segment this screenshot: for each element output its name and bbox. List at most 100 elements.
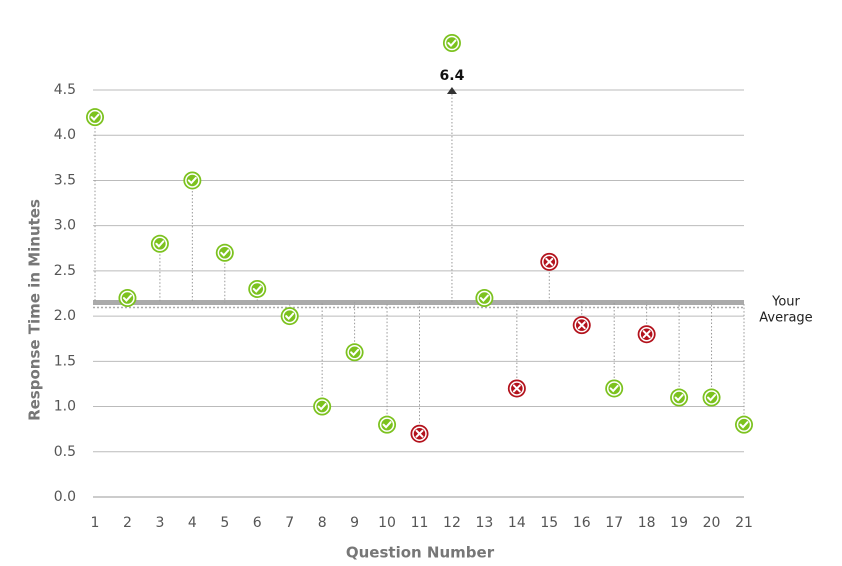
check-icon <box>707 394 717 402</box>
cross-icon <box>545 257 554 266</box>
x-tick-label: 4 <box>188 515 197 531</box>
marker-ring <box>250 281 265 297</box>
y-tick-label: 4.5 <box>54 82 76 98</box>
y-tick-label: 3.5 <box>54 172 76 188</box>
x-tick-label: 10 <box>378 515 396 531</box>
x-tick-label: 15 <box>540 515 558 531</box>
x-tick-label: 1 <box>91 515 100 531</box>
marker-ring <box>704 390 719 405</box>
x-tick-label: 3 <box>155 515 164 531</box>
check-icon <box>155 240 165 248</box>
check-icon <box>609 384 619 393</box>
y-tick-label: 0.0 <box>54 489 76 505</box>
marker-ring <box>379 417 395 432</box>
cross-icon <box>512 384 521 393</box>
x-axis-title: Question Number <box>346 544 495 562</box>
incorrect-marker <box>540 252 559 271</box>
cross-icon <box>642 330 651 339</box>
cross-icon <box>577 321 586 330</box>
check-icon <box>739 421 749 429</box>
x-tick-label: 6 <box>253 515 262 531</box>
marker-ring <box>509 381 525 396</box>
overflow-arrow <box>446 87 457 94</box>
incorrect-marker <box>410 424 429 443</box>
incorrect-marker <box>507 379 526 398</box>
marker-ring <box>542 254 557 270</box>
x-tick-label: 12 <box>443 515 461 531</box>
correct-marker <box>313 397 332 416</box>
correct-marker <box>702 388 721 407</box>
x-tick-label: 19 <box>670 515 688 531</box>
x-tick-label: 17 <box>605 515 623 531</box>
correct-marker <box>86 108 104 127</box>
x-tick-label: 7 <box>285 515 294 531</box>
average-label: Average <box>759 311 812 326</box>
correct-marker <box>475 289 494 308</box>
marker-ring <box>152 236 168 252</box>
check-icon <box>350 348 360 357</box>
check-icon <box>220 249 230 257</box>
check-icon <box>122 294 132 302</box>
check-icon <box>90 113 100 122</box>
y-axis-title: Response Time in Minutes <box>26 199 44 421</box>
y-tick-label: 1.5 <box>54 353 76 369</box>
x-tick-label: 18 <box>638 515 656 531</box>
correct-marker <box>605 379 624 398</box>
marker-ring <box>120 290 135 306</box>
check-icon <box>317 403 327 411</box>
incorrect-marker <box>572 316 591 335</box>
y-tick-label: 1.0 <box>54 399 76 415</box>
incorrect-marker <box>637 325 656 344</box>
correct-marker <box>670 388 689 407</box>
marker-ring <box>347 345 362 360</box>
y-tick-label: 2.5 <box>54 263 76 279</box>
cross-icon <box>415 429 424 438</box>
correct-marker <box>378 415 397 434</box>
correct-marker <box>735 415 753 434</box>
marker-ring <box>282 308 297 324</box>
x-tick-label: 14 <box>508 515 526 531</box>
x-tick-label: 11 <box>411 515 429 531</box>
x-tick-label: 8 <box>318 515 327 531</box>
correct-marker <box>183 171 202 190</box>
marker-ring <box>736 417 752 432</box>
check-icon <box>285 312 295 321</box>
marker-ring <box>412 426 427 441</box>
marker-ring <box>671 390 687 405</box>
marker-ring <box>477 290 492 306</box>
correct-marker <box>118 289 137 308</box>
correct-marker <box>150 234 169 253</box>
check-icon <box>187 176 197 185</box>
x-tick-label: 2 <box>123 515 132 531</box>
check-icon <box>382 421 392 429</box>
check-icon <box>479 294 489 302</box>
marker-ring <box>217 245 233 261</box>
x-tick-label: 16 <box>573 515 591 531</box>
marker-ring <box>314 399 330 414</box>
marker-ring <box>639 326 654 342</box>
correct-marker <box>215 243 234 262</box>
correct-marker <box>280 307 299 326</box>
x-tick-label: 13 <box>475 515 493 531</box>
check-icon <box>447 39 457 47</box>
value-label: 6.4 <box>440 68 465 84</box>
x-tick-label: 21 <box>735 515 753 531</box>
marker-ring <box>87 109 103 125</box>
x-tick-label: 5 <box>220 515 229 531</box>
check-icon <box>252 285 262 293</box>
check-icon <box>674 394 684 402</box>
marker-ring <box>444 35 460 51</box>
correct-marker <box>248 279 267 298</box>
average-label: Your <box>771 295 800 310</box>
correct-marker <box>442 34 461 52</box>
y-tick-label: 2.0 <box>54 308 76 324</box>
marker-ring <box>185 173 200 188</box>
marker-ring <box>606 381 622 396</box>
y-tick-label: 0.5 <box>54 444 76 460</box>
y-tick-label: 3.0 <box>54 218 76 234</box>
correct-marker <box>345 343 364 362</box>
y-tick-label: 4.0 <box>54 127 76 143</box>
x-tick-label: 20 <box>703 515 721 531</box>
marker-ring <box>574 317 589 333</box>
